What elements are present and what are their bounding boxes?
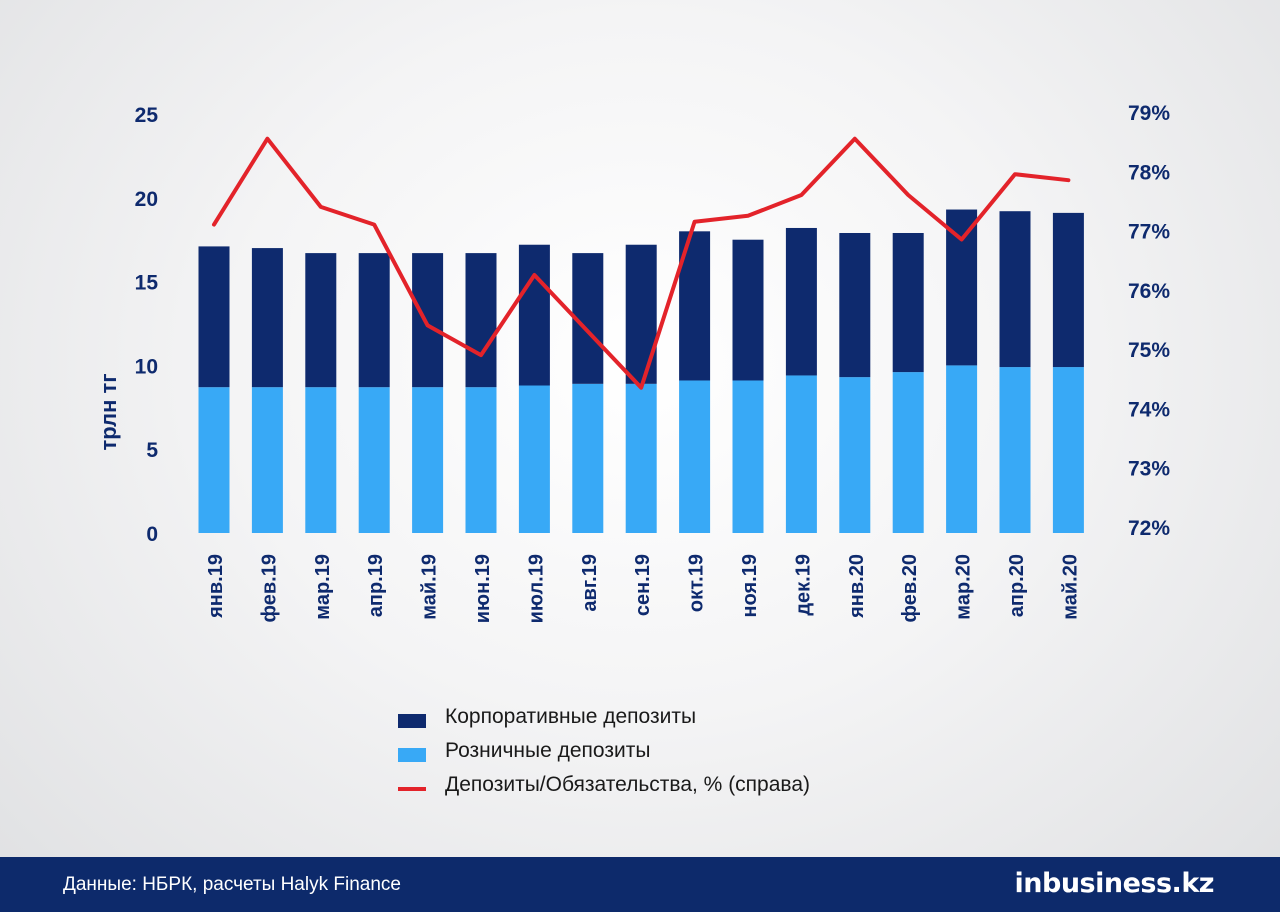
bar-retail [465,387,497,533]
x-tick-label: янв.20 [846,554,868,619]
chart: 0 5 10 15 20 25 трлн тг 72% 73% 74% 75% 76% 77% 78% 79… [96,102,1170,623]
bar-retail [305,387,337,533]
footer: Данные: НБРК, расчеты Halyk Finance inbu… [0,857,1280,912]
y-axis-title: трлн тг [96,374,121,451]
x-tick-label: май.19 [419,554,441,620]
y2-tick-label: 72% [1128,517,1170,540]
x-tick-label: июн.19 [472,554,494,623]
x-tick-label: фев.19 [258,554,280,622]
bar-retail [999,367,1031,533]
bar-corporate [946,209,978,366]
bar-retail [839,377,871,533]
x-tick-label: окт.19 [686,554,708,612]
bar-corporate [839,232,871,378]
x-tick-label: мар.20 [953,554,975,620]
legend-label-corporate: Корпоративные депозиты [445,705,697,728]
y2-tick-label: 73% [1128,458,1170,481]
bar-corporate [412,253,444,388]
x-tick-label: дек.19 [792,554,814,616]
x-tick-label: янв.19 [205,554,227,619]
x-tick-label: май.20 [1059,554,1081,620]
bar-retail [412,387,444,533]
y-tick-label: 5 [146,439,158,462]
bar-corporate [305,253,337,388]
bar-retail [358,387,390,533]
x-tick-label: мар.19 [312,554,334,620]
y-tick-label: 20 [135,188,158,211]
y2-tick-label: 75% [1128,339,1170,362]
bar-retail [679,380,711,533]
bar-retail [251,387,283,533]
x-tick-label: апр.19 [365,554,387,617]
bar-retail [572,383,604,533]
bar-retail [198,387,230,533]
bar-corporate [518,244,550,386]
y2-tick-label: 79% [1128,102,1170,125]
y-tick-label: 0 [146,523,158,546]
bar-retail [785,375,817,533]
x-tick-label: июл.19 [525,554,547,623]
x-tick-label: фев.20 [899,554,921,622]
legend-swatch-corporate [398,714,426,728]
bar-corporate [785,227,817,376]
brand-logo: inbusiness.kz [1014,868,1215,899]
bar-retail [1052,367,1084,533]
legend-label-ratio: Депозиты/Обязательства, % (справа) [445,773,811,796]
x-tick-label: сен.19 [632,554,654,616]
bar-corporate [251,248,283,388]
x-tick-label: апр.20 [1006,554,1028,617]
bar-corporate [732,239,764,381]
x-tick-label: ноя.19 [739,554,761,618]
bar-corporate [465,253,497,388]
x-tick-label: авг.19 [579,554,601,612]
legend-swatch-ratio [398,787,426,791]
bar-retail [892,372,924,533]
bar-corporate [358,253,390,388]
bar-corporate [198,246,230,388]
bar-corporate [999,211,1031,368]
y2-tick-label: 77% [1128,221,1170,244]
y2-tick-label: 74% [1128,398,1170,421]
y2-tick-label: 76% [1128,280,1170,303]
legend-label-retail: Розничные депозиты [445,739,651,762]
bar-corporate [625,244,657,384]
bar-retail [518,385,550,533]
bar-retail [732,380,764,533]
y2-tick-label: 78% [1128,161,1170,184]
y-tick-label: 25 [135,104,159,127]
bar-corporate [1052,212,1084,368]
y-tick-label: 10 [135,355,158,378]
y-tick-label: 15 [135,272,159,295]
source-note: Данные: НБРК, расчеты Halyk Finance [63,874,401,895]
bar-corporate [892,232,924,373]
legend-swatch-retail [398,748,426,762]
bar-retail [625,383,657,533]
bar-retail [946,365,978,533]
